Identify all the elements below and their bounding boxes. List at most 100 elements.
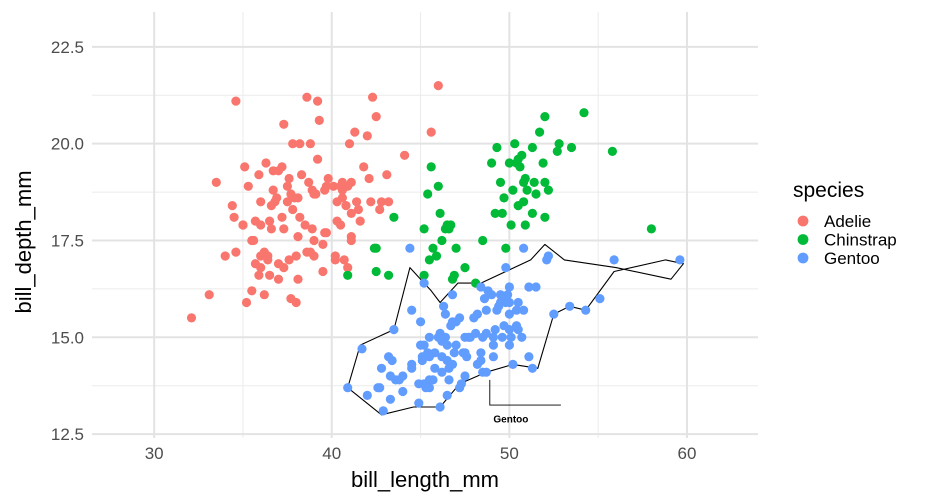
data-point-gentoo	[519, 305, 529, 315]
data-point-chinstrap	[531, 189, 541, 199]
data-point-gentoo	[451, 317, 461, 327]
data-point-chinstrap	[529, 177, 539, 187]
data-point-adelie	[256, 220, 266, 230]
data-point-adelie	[291, 251, 301, 261]
data-point-chinstrap	[552, 146, 562, 156]
data-point-gentoo	[504, 297, 514, 308]
data-point-adelie	[336, 220, 346, 230]
data-point-adelie	[293, 232, 303, 242]
data-point-adelie	[313, 96, 323, 106]
data-point-gentoo	[424, 383, 434, 393]
data-point-adelie	[295, 212, 305, 222]
data-point-adelie	[282, 197, 292, 207]
data-point-gentoo	[385, 394, 395, 404]
data-point-adelie	[297, 170, 307, 180]
data-point-adelie	[238, 220, 248, 230]
data-point-adelie	[279, 224, 289, 234]
data-point-chinstrap	[543, 185, 554, 195]
data-point-adelie	[337, 177, 347, 187]
data-point-adelie	[384, 197, 394, 207]
legend-key-adelie	[797, 215, 809, 227]
data-point-adelie	[265, 216, 275, 226]
data-point-adelie	[311, 189, 321, 199]
data-point-chinstrap	[522, 185, 532, 195]
data-point-gentoo	[376, 363, 387, 373]
data-point-gentoo	[456, 379, 466, 389]
data-point-adelie	[323, 173, 333, 184]
data-point-gentoo	[524, 282, 534, 292]
y-tick-label: 20.0	[51, 135, 84, 154]
data-point-gentoo	[419, 278, 429, 288]
data-point-gentoo	[476, 355, 486, 366]
data-point-chinstrap	[437, 235, 447, 246]
data-point-adelie	[321, 228, 331, 238]
data-point-adelie	[302, 92, 312, 102]
data-point-adelie	[346, 208, 356, 218]
data-point-adelie	[309, 235, 319, 246]
data-point-chinstrap	[426, 162, 436, 172]
x-tick-label: 30	[145, 444, 164, 463]
data-point-adelie	[293, 193, 303, 203]
data-point-adelie	[229, 212, 239, 222]
data-point-gentoo	[527, 363, 538, 373]
data-point-gentoo	[375, 383, 385, 393]
data-point-gentoo	[476, 348, 486, 358]
data-point-gentoo	[405, 243, 415, 253]
data-point-gentoo	[481, 305, 491, 315]
data-point-chinstrap	[492, 142, 502, 153]
data-point-chinstrap	[419, 270, 429, 280]
data-point-adelie	[295, 139, 305, 149]
data-point-chinstrap	[433, 181, 443, 191]
data-point-chinstrap	[490, 208, 500, 218]
data-point-adelie	[186, 313, 197, 323]
data-point-chinstrap	[419, 224, 429, 234]
data-point-chinstrap	[343, 270, 353, 280]
data-point-adelie	[240, 162, 250, 172]
data-point-gentoo	[416, 317, 426, 327]
data-point-gentoo	[511, 305, 522, 315]
data-point-chinstrap	[508, 185, 518, 195]
data-point-adelie	[352, 197, 362, 207]
data-point-adelie	[368, 92, 378, 102]
y-tick-label: 22.5	[51, 38, 84, 57]
data-point-gentoo	[479, 294, 490, 304]
data-point-gentoo	[490, 325, 500, 335]
data-point-gentoo	[595, 294, 605, 304]
data-point-gentoo	[378, 406, 388, 416]
data-point-adelie	[359, 162, 369, 172]
hull-leader-line	[489, 379, 561, 406]
data-point-gentoo	[504, 309, 514, 319]
x-tick-label: 40	[322, 444, 341, 463]
data-point-gentoo	[362, 390, 372, 400]
data-point-adelie	[318, 266, 328, 277]
data-point-adelie	[272, 193, 282, 203]
data-point-chinstrap	[495, 177, 506, 187]
data-point-chinstrap	[540, 112, 550, 122]
data-point-chinstrap	[371, 243, 381, 253]
data-point-adelie	[263, 251, 273, 261]
data-point-adelie	[328, 181, 339, 191]
data-point-chinstrap	[510, 139, 520, 149]
data-point-gentoo	[488, 340, 498, 350]
data-point-gentoo	[447, 359, 458, 369]
data-point-adelie	[268, 185, 278, 195]
data-point-gentoo	[444, 375, 454, 385]
data-point-chinstrap	[538, 158, 548, 168]
data-point-gentoo	[440, 309, 450, 319]
data-point-gentoo	[549, 309, 559, 319]
data-point-adelie	[231, 96, 241, 106]
data-point-gentoo	[398, 371, 408, 381]
series-adelie	[186, 81, 443, 323]
hull-layer: Gentoo	[347, 243, 684, 426]
data-point-adelie	[330, 251, 340, 261]
data-point-chinstrap	[607, 146, 618, 156]
data-point-adelie	[300, 220, 310, 230]
data-point-adelie	[400, 150, 410, 160]
legend-label-chinstrap: Chinstrap	[824, 231, 897, 250]
data-point-adelie	[304, 177, 314, 187]
data-point-adelie	[321, 181, 331, 191]
data-point-adelie	[247, 286, 257, 296]
data-point-adelie	[220, 251, 230, 261]
data-point-adelie	[277, 212, 287, 222]
legend-key-chinstrap	[797, 234, 809, 245]
